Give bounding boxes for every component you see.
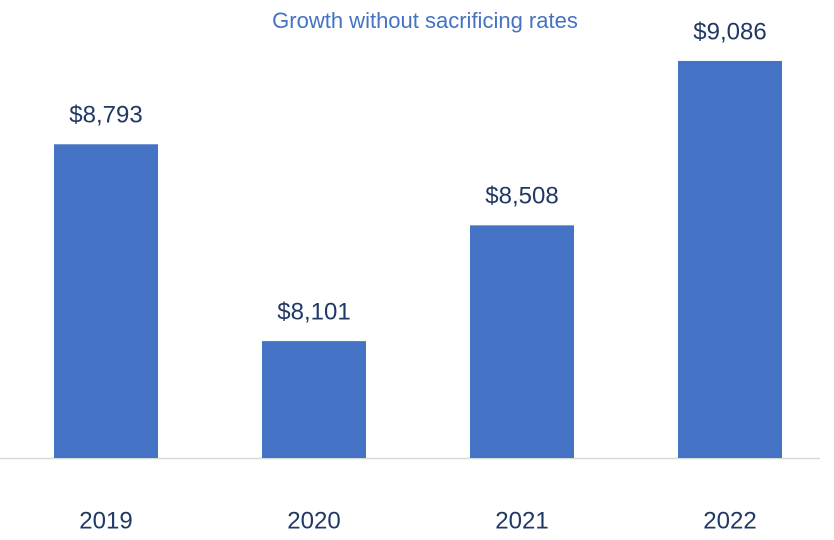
bar	[470, 225, 574, 458]
x-tick-label: 2021	[495, 507, 548, 534]
data-label: $8,508	[485, 183, 558, 210]
bar	[678, 60, 782, 459]
data-label: $9,086	[693, 18, 766, 45]
chart-title: Growth without sacrificing rates	[272, 8, 578, 33]
x-tick-label: 2022	[703, 507, 756, 534]
data-label: $8,101	[277, 298, 350, 325]
x-tick-label: 2019	[79, 507, 132, 534]
bar	[262, 341, 366, 458]
x-tick-label: 2020	[287, 507, 340, 534]
bar	[54, 144, 158, 458]
data-label: $8,793	[69, 102, 142, 129]
